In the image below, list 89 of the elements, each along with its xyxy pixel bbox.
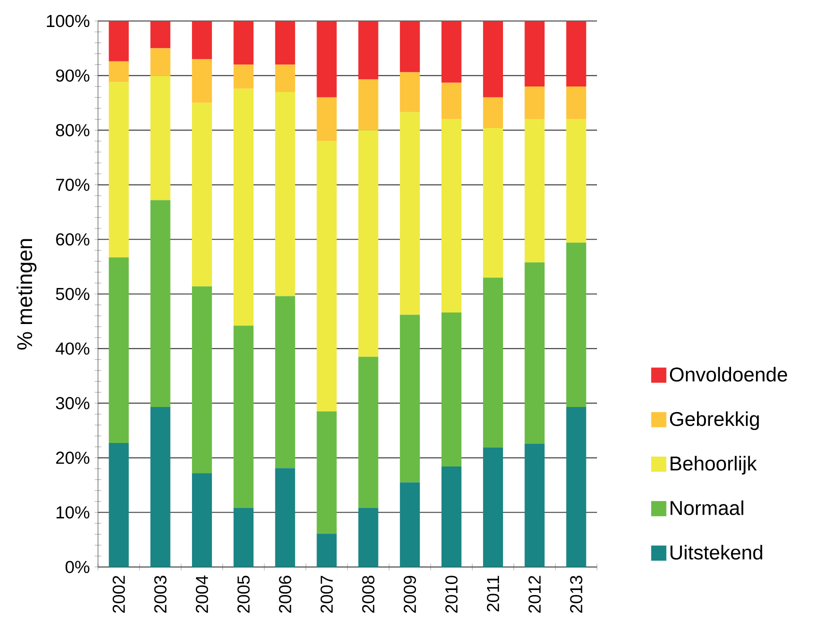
bar	[108, 61, 129, 82]
bar	[441, 20, 462, 83]
x-tick-label: 2005	[237, 576, 250, 613]
bar	[108, 20, 129, 62]
bar	[524, 444, 545, 567]
x-tick-label: 2003	[154, 576, 167, 613]
bar	[234, 64, 254, 89]
bar	[358, 508, 378, 567]
bar	[400, 72, 420, 112]
bar	[358, 79, 378, 130]
bar	[234, 20, 254, 65]
bar	[150, 48, 170, 76]
bar	[150, 76, 170, 200]
bar	[316, 20, 337, 98]
bar	[275, 92, 296, 296]
bar	[483, 20, 504, 98]
bar	[483, 278, 504, 448]
bar	[566, 86, 586, 120]
bar	[108, 443, 129, 567]
bar	[483, 97, 504, 128]
bar	[275, 20, 296, 65]
bar	[234, 326, 254, 508]
bar	[566, 119, 586, 243]
bar	[441, 312, 462, 467]
x-tick-label: 2002	[112, 576, 125, 613]
bar	[275, 296, 296, 468]
bar	[441, 82, 462, 120]
bar	[566, 242, 586, 408]
bar	[108, 257, 129, 444]
y-axis-title: % metingen	[16, 239, 36, 350]
bar	[400, 314, 420, 482]
bar	[524, 20, 545, 87]
y-tick-label: 30%	[56, 397, 90, 410]
x-tick-label: 2008	[362, 576, 374, 613]
bar	[358, 356, 378, 508]
bar	[524, 119, 545, 262]
bar	[316, 97, 337, 142]
bar	[358, 20, 378, 80]
x-tick-label: 2012	[528, 576, 541, 613]
bar	[192, 473, 212, 567]
bar	[192, 286, 212, 474]
bar	[275, 64, 296, 92]
legend-label: Normaal	[670, 500, 744, 516]
bar	[524, 262, 545, 444]
bar	[234, 88, 254, 326]
x-tick-label: 2010	[445, 576, 458, 613]
bar	[192, 20, 212, 60]
bar	[483, 447, 504, 567]
bar	[234, 508, 254, 567]
bar	[358, 130, 378, 357]
y-tick-label: 90%	[56, 69, 90, 82]
x-tick-label: 2009	[404, 576, 416, 613]
y-tick-label: 0%	[66, 560, 90, 574]
bar	[150, 407, 170, 567]
bar	[150, 20, 170, 48]
x-tick-label: 2013	[570, 576, 582, 613]
x-tick-label: 2011	[486, 576, 500, 612]
bar	[275, 468, 296, 567]
bar	[441, 119, 462, 313]
bar	[150, 200, 170, 408]
legend-label: Behoorlijk	[670, 456, 757, 475]
y-tick-label: 50%	[56, 288, 90, 300]
x-tick-label: 2007	[320, 576, 333, 613]
bar	[192, 59, 212, 103]
y-tick-label: 70%	[56, 178, 90, 191]
bar	[316, 534, 337, 567]
y-tick-label: 100%	[46, 14, 90, 28]
y-tick-label: 80%	[56, 124, 90, 136]
y-tick-label: 10%	[56, 506, 90, 519]
bar	[441, 466, 462, 567]
legend-label: Uitstekend	[670, 544, 762, 560]
bar	[400, 482, 420, 567]
bar	[524, 86, 545, 120]
y-tick-label: 40%	[56, 342, 90, 355]
bar	[400, 112, 420, 315]
y-tick-label: 60%	[56, 233, 90, 246]
bar	[400, 20, 420, 72]
bar	[192, 102, 212, 286]
bar	[108, 82, 129, 258]
bar	[566, 407, 586, 567]
x-tick-label: 2006	[278, 576, 292, 613]
bar	[566, 20, 586, 87]
bar	[316, 141, 337, 412]
bar	[316, 411, 337, 534]
y-tick-label: 20%	[56, 452, 90, 464]
bar	[483, 128, 504, 278]
legend-label: Onvoldoende	[670, 366, 788, 382]
legend-label: Gebrekkig	[670, 411, 759, 430]
x-tick-label: 2004	[196, 576, 208, 613]
